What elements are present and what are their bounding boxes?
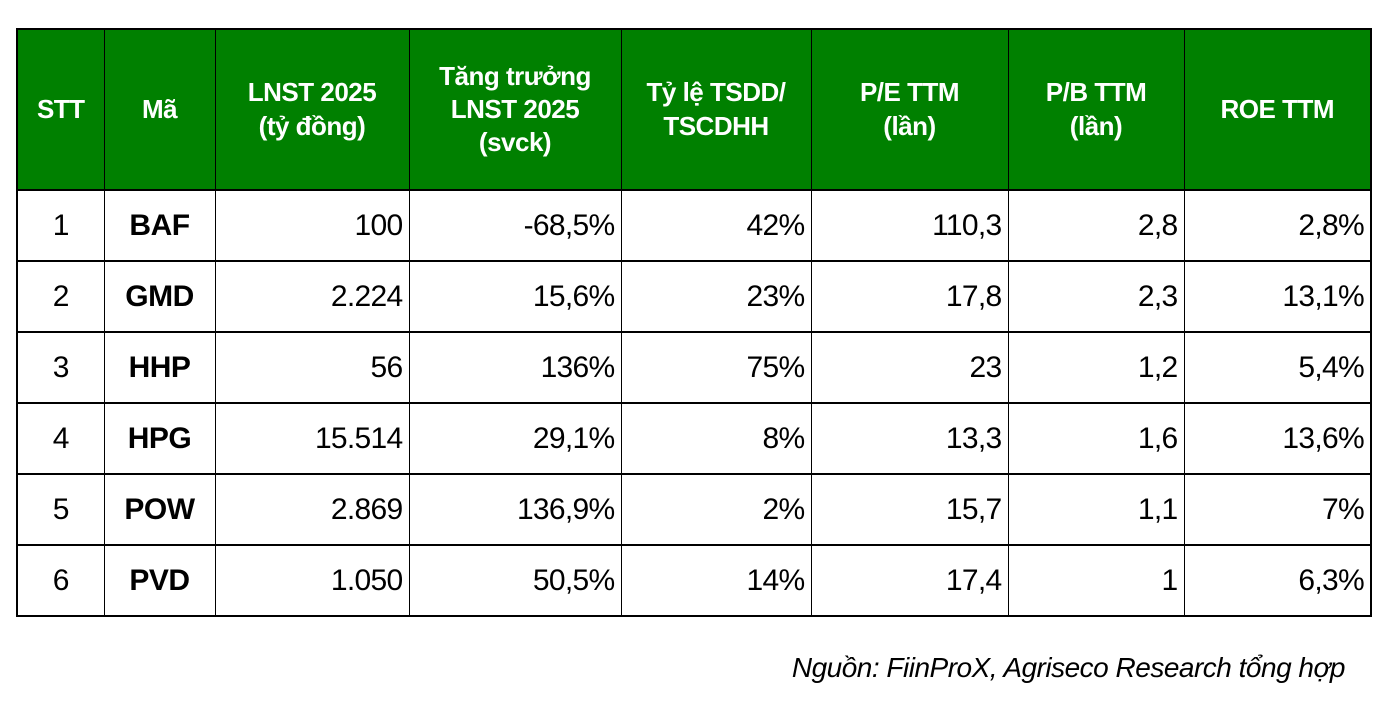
cell-lnst-2025: 56 (214, 331, 410, 404)
cell-pe-ttm: 17,8 (810, 260, 1009, 333)
cell-tsdd-ratio: 14% (620, 544, 812, 617)
cell-pb-ttm: 1,6 (1007, 402, 1185, 475)
cell-pe-ttm: 110,3 (810, 189, 1009, 262)
cell-pe-ttm: 13,3 (810, 402, 1009, 475)
cell-roe-ttm: 13,1% (1183, 260, 1372, 333)
cell-roe-ttm: 13,6% (1183, 402, 1372, 475)
cell-pe-ttm: 15,7 (810, 473, 1009, 546)
cell-tsdd-ratio: 23% (620, 260, 812, 333)
cell-tsdd-ratio: 2% (620, 473, 812, 546)
cell-pb-ttm: 2,8 (1007, 189, 1185, 262)
cell-pb-ttm: 2,3 (1007, 260, 1185, 333)
cell-ticker: HHP (103, 331, 216, 404)
column-header-lnst-2025: LNST 2025 (tỷ đồng) (214, 28, 410, 191)
cell-stt: 4 (16, 402, 105, 475)
cell-roe-ttm: 2,8% (1183, 189, 1372, 262)
cell-lnst-2025: 2.869 (214, 473, 410, 546)
cell-stt: 3 (16, 331, 105, 404)
column-header-pb-ttm: P/B TTM (lần) (1007, 28, 1185, 191)
cell-ticker: PVD (103, 544, 216, 617)
cell-lnst-growth: 29,1% (408, 402, 622, 475)
cell-roe-ttm: 7% (1183, 473, 1372, 546)
cell-ticker: BAF (103, 189, 216, 262)
cell-stt: 5 (16, 473, 105, 546)
column-header-tsdd-ratio: Tỷ lệ TSDD/ TSCDHH (620, 28, 812, 191)
table-row: 1 BAF 100 -68,5% 42% 110,3 2,8 2,8% (16, 189, 1372, 262)
column-header-pe-ttm: P/E TTM (lần) (810, 28, 1009, 191)
table-header-row: STT Mã LNST 2025 (tỷ đồng) Tăng trưởng L… (16, 28, 1372, 191)
table-row: 5 POW 2.869 136,9% 2% 15,7 1,1 7% (16, 473, 1372, 546)
column-header-stt: STT (16, 28, 105, 191)
stock-forecast-table-container: STT Mã LNST 2025 (tỷ đồng) Tăng trưởng L… (16, 28, 1372, 617)
cell-stt: 6 (16, 544, 105, 617)
cell-ticker: HPG (103, 402, 216, 475)
column-header-lnst-growth: Tăng trưởng LNST 2025 (svck) (408, 28, 622, 191)
cell-pb-ttm: 1,2 (1007, 331, 1185, 404)
table-row: 3 HHP 56 136% 75% 23 1,2 5,4% (16, 331, 1372, 404)
table-row: 2 GMD 2.224 15,6% 23% 17,8 2,3 13,1% (16, 260, 1372, 333)
cell-stt: 1 (16, 189, 105, 262)
cell-ticker: POW (103, 473, 216, 546)
cell-ticker: GMD (103, 260, 216, 333)
column-header-roe-ttm: ROE TTM (1183, 28, 1372, 191)
cell-lnst-growth: 15,6% (408, 260, 622, 333)
cell-lnst-growth: -68,5% (408, 189, 622, 262)
cell-lnst-2025: 1.050 (214, 544, 410, 617)
cell-lnst-2025: 15.514 (214, 402, 410, 475)
cell-pb-ttm: 1,1 (1007, 473, 1185, 546)
source-note: Nguồn: FiinProX, Agriseco Research tổng … (791, 652, 1346, 683)
cell-lnst-growth: 136% (408, 331, 622, 404)
cell-lnst-2025: 2.224 (214, 260, 410, 333)
cell-lnst-growth: 136,9% (408, 473, 622, 546)
cell-roe-ttm: 6,3% (1183, 544, 1372, 617)
cell-pb-ttm: 1 (1007, 544, 1185, 617)
cell-stt: 2 (16, 260, 105, 333)
cell-roe-ttm: 5,4% (1183, 331, 1372, 404)
cell-lnst-growth: 50,5% (408, 544, 622, 617)
stock-forecast-table: STT Mã LNST 2025 (tỷ đồng) Tăng trưởng L… (16, 28, 1372, 617)
table-row: 4 HPG 15.514 29,1% 8% 13,3 1,6 13,6% (16, 402, 1372, 475)
cell-pe-ttm: 17,4 (810, 544, 1009, 617)
cell-tsdd-ratio: 42% (620, 189, 812, 262)
cell-tsdd-ratio: 75% (620, 331, 812, 404)
cell-tsdd-ratio: 8% (620, 402, 812, 475)
column-header-ma: Mã (103, 28, 216, 191)
cell-pe-ttm: 23 (810, 331, 1009, 404)
cell-lnst-2025: 100 (214, 189, 410, 262)
table-row: 6 PVD 1.050 50,5% 14% 17,4 1 6,3% (16, 544, 1372, 617)
